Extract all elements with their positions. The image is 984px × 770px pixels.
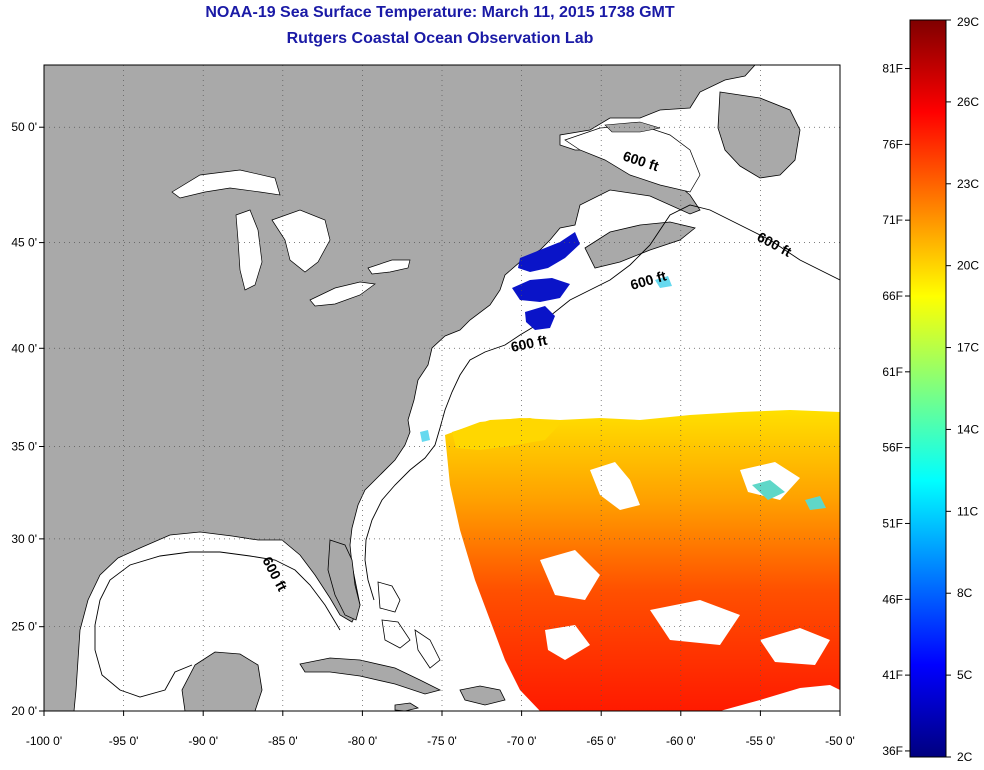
longitude-axis: -100 0' -95 0' -90 0' -85 0' -80 0' -75 0' -70… (26, 711, 855, 748)
cloud-gap-2 (540, 550, 600, 600)
cloud-gap-5 (760, 628, 830, 665)
longitude-tick-label: -55 0' (746, 734, 776, 748)
latitude-tick-label: 45 0' (11, 236, 37, 250)
latitude-tick-label: 25 0' (11, 620, 37, 634)
lake-michigan (235, 209, 263, 291)
colorbar-fahrenheit-label: 56F (882, 441, 903, 455)
map-title: NOAA-19 Sea Surface Temperature: March 1… (205, 4, 675, 21)
lake-huron (271, 209, 331, 273)
cuba-island (299, 657, 442, 695)
colorbar-celsius-labels: 29C 26C 23C 20C 17C 14C 11C 8C 5C 2C (946, 15, 979, 764)
longitude-tick-label: -50 0' (825, 734, 855, 748)
latitude-tick-label: 40 0' (11, 341, 37, 355)
contour-600ft-gulf (94, 551, 341, 698)
colorbar-celsius-label: 14C (957, 422, 979, 436)
cloud-gap-3 (650, 600, 740, 645)
colorbar-celsius-label: 8C (957, 586, 973, 600)
contour-600ft-atlantic (364, 204, 840, 601)
colorbar-celsius-label: 23C (957, 177, 979, 191)
yucatan-peninsula (181, 651, 263, 711)
contour-label-new-england: 600 ft (509, 332, 548, 355)
lake-erie (309, 281, 376, 307)
latitude-tick-label: 20 0' (11, 704, 37, 718)
longitude-tick-label: -60 0' (666, 734, 696, 748)
colorbar-fahrenheit-labels: 81F 76F 71F 66F 61F 56F 51F 46F 41F 36F (882, 62, 910, 758)
colorbar-celsius-label: 11C (957, 504, 978, 518)
sst-cold-georges-bank (512, 278, 570, 302)
latitude-tick-label: 30 0' (11, 532, 37, 546)
colorbar-fahrenheit-label: 51F (882, 516, 903, 530)
colorbar-celsius-label: 5C (957, 668, 973, 682)
cloud-gap-4 (545, 625, 590, 660)
longitude-tick-label: -80 0' (348, 734, 378, 748)
cloud-gap-1 (590, 462, 640, 510)
lake-superior (171, 169, 281, 199)
jamaica-island (394, 702, 420, 711)
longitude-tick-label: -65 0' (586, 734, 616, 748)
colorbar-fahrenheit-label: 81F (882, 62, 903, 76)
map-subtitle: Rutgers Coastal Ocean Observation Lab (286, 30, 594, 47)
longitude-tick-label: -100 0' (26, 734, 62, 748)
sst-warm-swath (445, 410, 840, 711)
longitude-tick-label: -70 0' (507, 734, 537, 748)
sst-yellow-band (452, 418, 560, 450)
anticosti-island (604, 121, 661, 133)
colorbar-fahrenheit-label: 61F (882, 365, 903, 379)
colorbar-fahrenheit-label: 46F (882, 592, 903, 606)
latitude-tick-label: 35 0' (11, 439, 37, 453)
longitude-tick-label: -85 0' (268, 734, 298, 748)
nova-scotia (584, 221, 696, 269)
longitude-tick-label: -90 0' (188, 734, 218, 748)
florida-peninsula (327, 539, 361, 621)
colorbar-fahrenheit-label: 66F (882, 289, 903, 303)
bahamas-islands (377, 581, 441, 669)
colorbar-fahrenheit-label: 71F (882, 213, 903, 227)
longitude-tick-label: -95 0' (109, 734, 139, 748)
sst-cyan-patch (752, 480, 826, 510)
north-america-land (44, 65, 756, 711)
colorbar-fahrenheit-label: 41F (882, 668, 903, 682)
colorbar-celsius-label: 26C (957, 95, 979, 109)
colorbar-celsius-label: 29C (957, 15, 979, 29)
sst-cold-gulf-of-maine (518, 232, 580, 272)
colorbar-celsius-label: 20C (957, 259, 979, 273)
colorbar-fahrenheit-label: 76F (882, 137, 903, 151)
longitude-tick-label: -75 0' (427, 734, 457, 748)
latitude-axis: 20 0' 25 0' 30 0' 35 0' 40 0' 45 0' 50 0' (11, 120, 44, 718)
lake-ontario (367, 259, 411, 275)
colorbar-celsius-label: 17C (957, 341, 979, 355)
colorbar-gradient (909, 19, 947, 758)
latitude-tick-label: 50 0' (11, 120, 37, 134)
newfoundland-island (717, 91, 801, 179)
colorbar-celsius-label: 2C (957, 750, 973, 764)
sst-cold-cape-cod (525, 306, 555, 330)
hispaniola-island (459, 685, 506, 706)
colorbar-fahrenheit-label: 36F (882, 744, 903, 758)
